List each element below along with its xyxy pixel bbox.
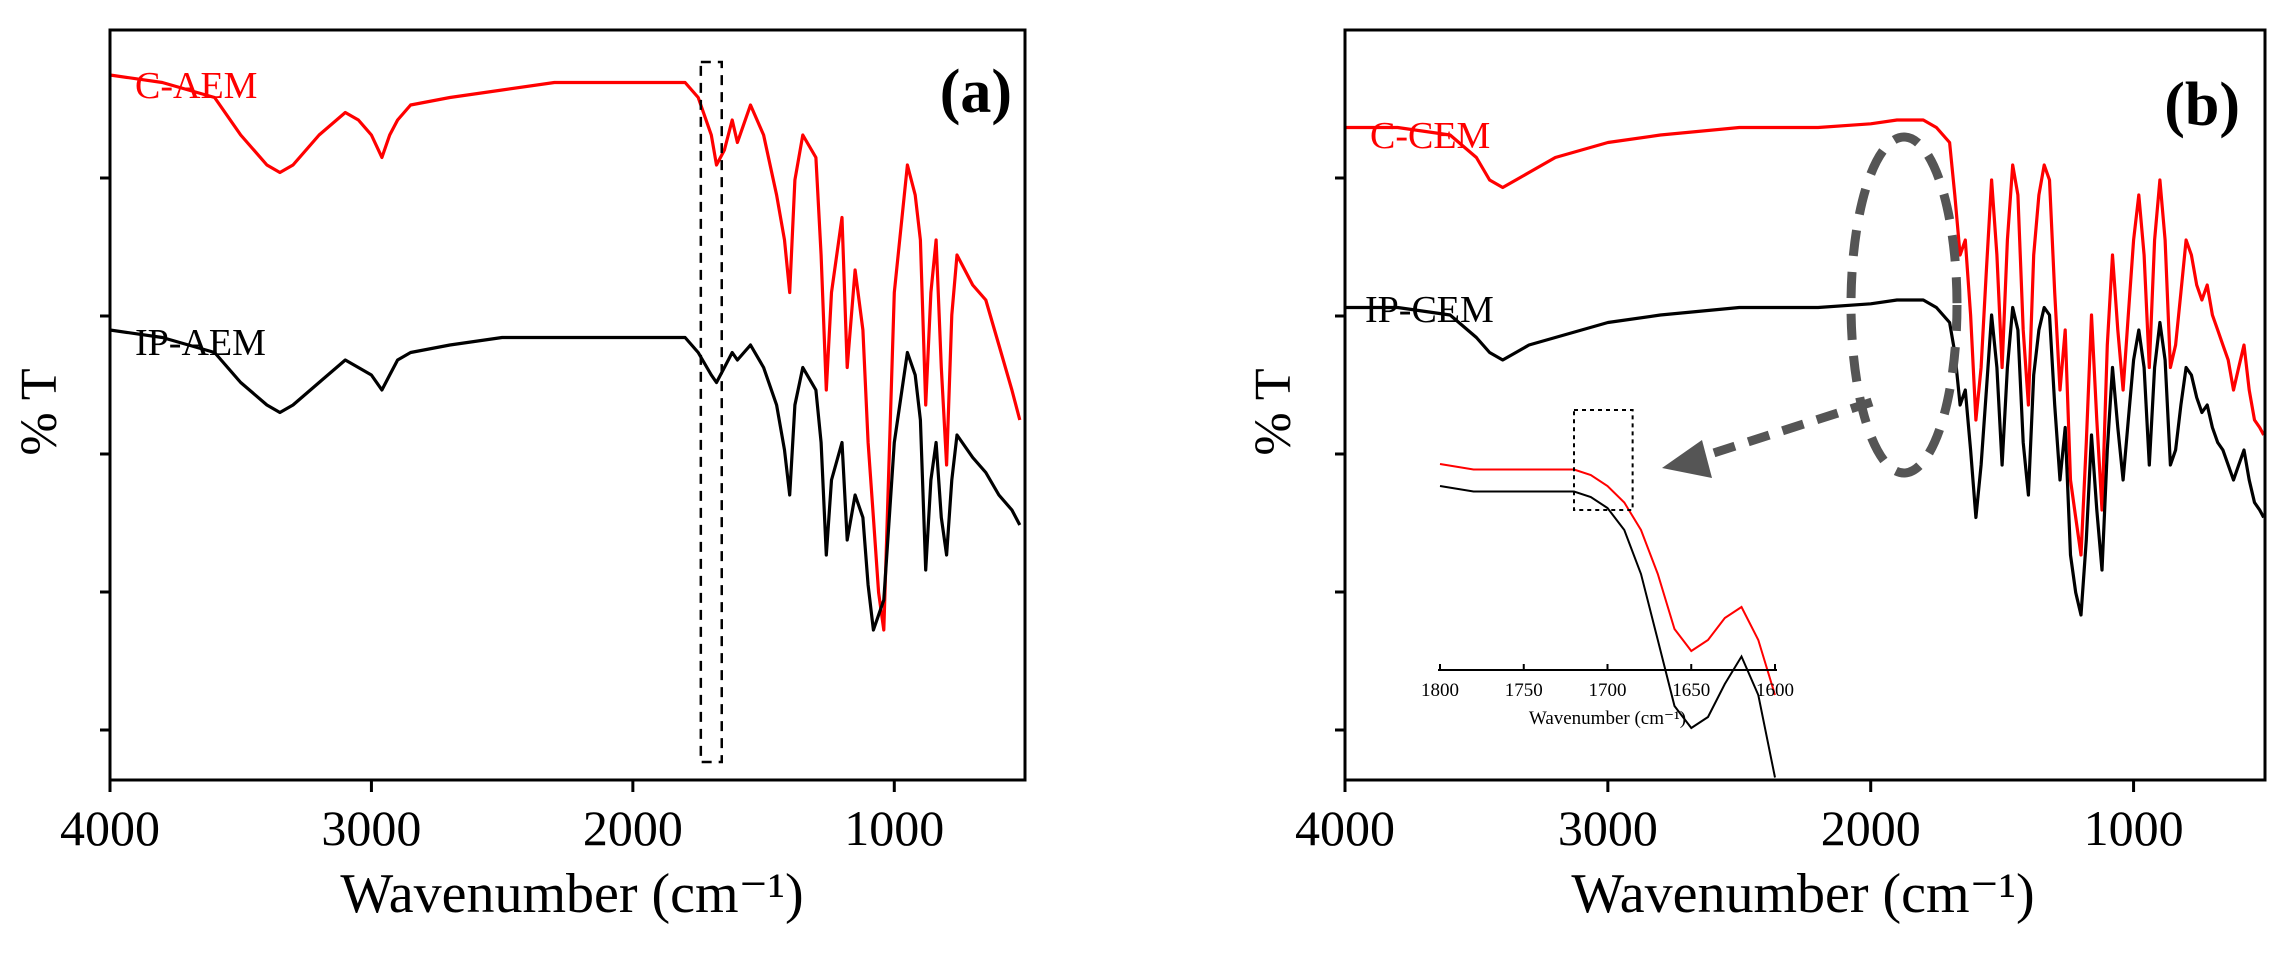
highlight-ellipse	[1846, 132, 1962, 478]
x-tick-label: 2000	[583, 800, 683, 856]
callout-arrowhead	[1662, 440, 1712, 478]
inset-series-line-c-cem	[1439, 463, 1776, 696]
inset-x-tick-label: 1700	[1589, 680, 1627, 701]
legend-entry-ip-cem: IP-CEM	[1365, 289, 1494, 331]
panel-label: (a)	[940, 58, 1012, 126]
chart-panel-b: % T (b) C-CEM IP-CEM 1800 1750 1700 1650 160…	[1245, 28, 2267, 925]
inset-x-tick-label: 1600	[1756, 680, 1794, 701]
callout-arrow-line	[1696, 397, 1874, 463]
legend-entry-ip-aem: IP-AEM	[135, 322, 266, 364]
x-tick-label: 4000	[60, 800, 160, 856]
x-tick-label: 1000	[2084, 800, 2184, 856]
inset-series-line-ip-cem	[1439, 485, 1776, 778]
chart-panel-a: % T (a) C-AEM IP-AEM 4000 3000 2000 1000 Wa…	[11, 28, 1027, 925]
panel-label: (b)	[2164, 71, 2240, 139]
plot-frame	[108, 28, 1027, 782]
inset-x-tick-label: 1650	[1672, 680, 1710, 701]
legend-entry-c-aem: C-AEM	[135, 65, 257, 107]
x-tick-label: 3000	[321, 800, 421, 856]
inset-x-axis-label: Wavenumber (cm⁻¹)	[1529, 708, 1686, 729]
series-line-ip-cem	[1345, 298, 2266, 617]
series-line-ip-aem	[109, 328, 1022, 632]
highlight-box	[699, 60, 723, 764]
y-axis-label: % T	[1245, 368, 1302, 455]
legend-entry-c-cem: C-CEM	[1370, 115, 1490, 157]
x-axis-label: Wavenumber (cm⁻¹)	[340, 863, 803, 925]
x-tick-label: 3000	[1558, 800, 1658, 856]
x-tick-label: 4000	[1295, 800, 1395, 856]
x-axis-label: Wavenumber (cm⁻¹)	[1571, 863, 2034, 925]
inset-chart: 1800 1750 1700 1650 1600 Wavenumber (cm⁻¹)	[1421, 409, 1794, 778]
inset-highlight-box	[1573, 409, 1634, 511]
x-tick-label: 1000	[844, 800, 944, 856]
y-axis-label: % T	[11, 368, 68, 455]
x-tick-label: 2000	[1821, 800, 1921, 856]
inset-x-tick-label: 1800	[1421, 680, 1459, 701]
inset-x-tick-label: 1750	[1505, 680, 1543, 701]
series-line-c-cem	[1345, 118, 2266, 557]
plot-frame	[1343, 28, 2267, 782]
series-line-c-aem	[109, 73, 1022, 632]
